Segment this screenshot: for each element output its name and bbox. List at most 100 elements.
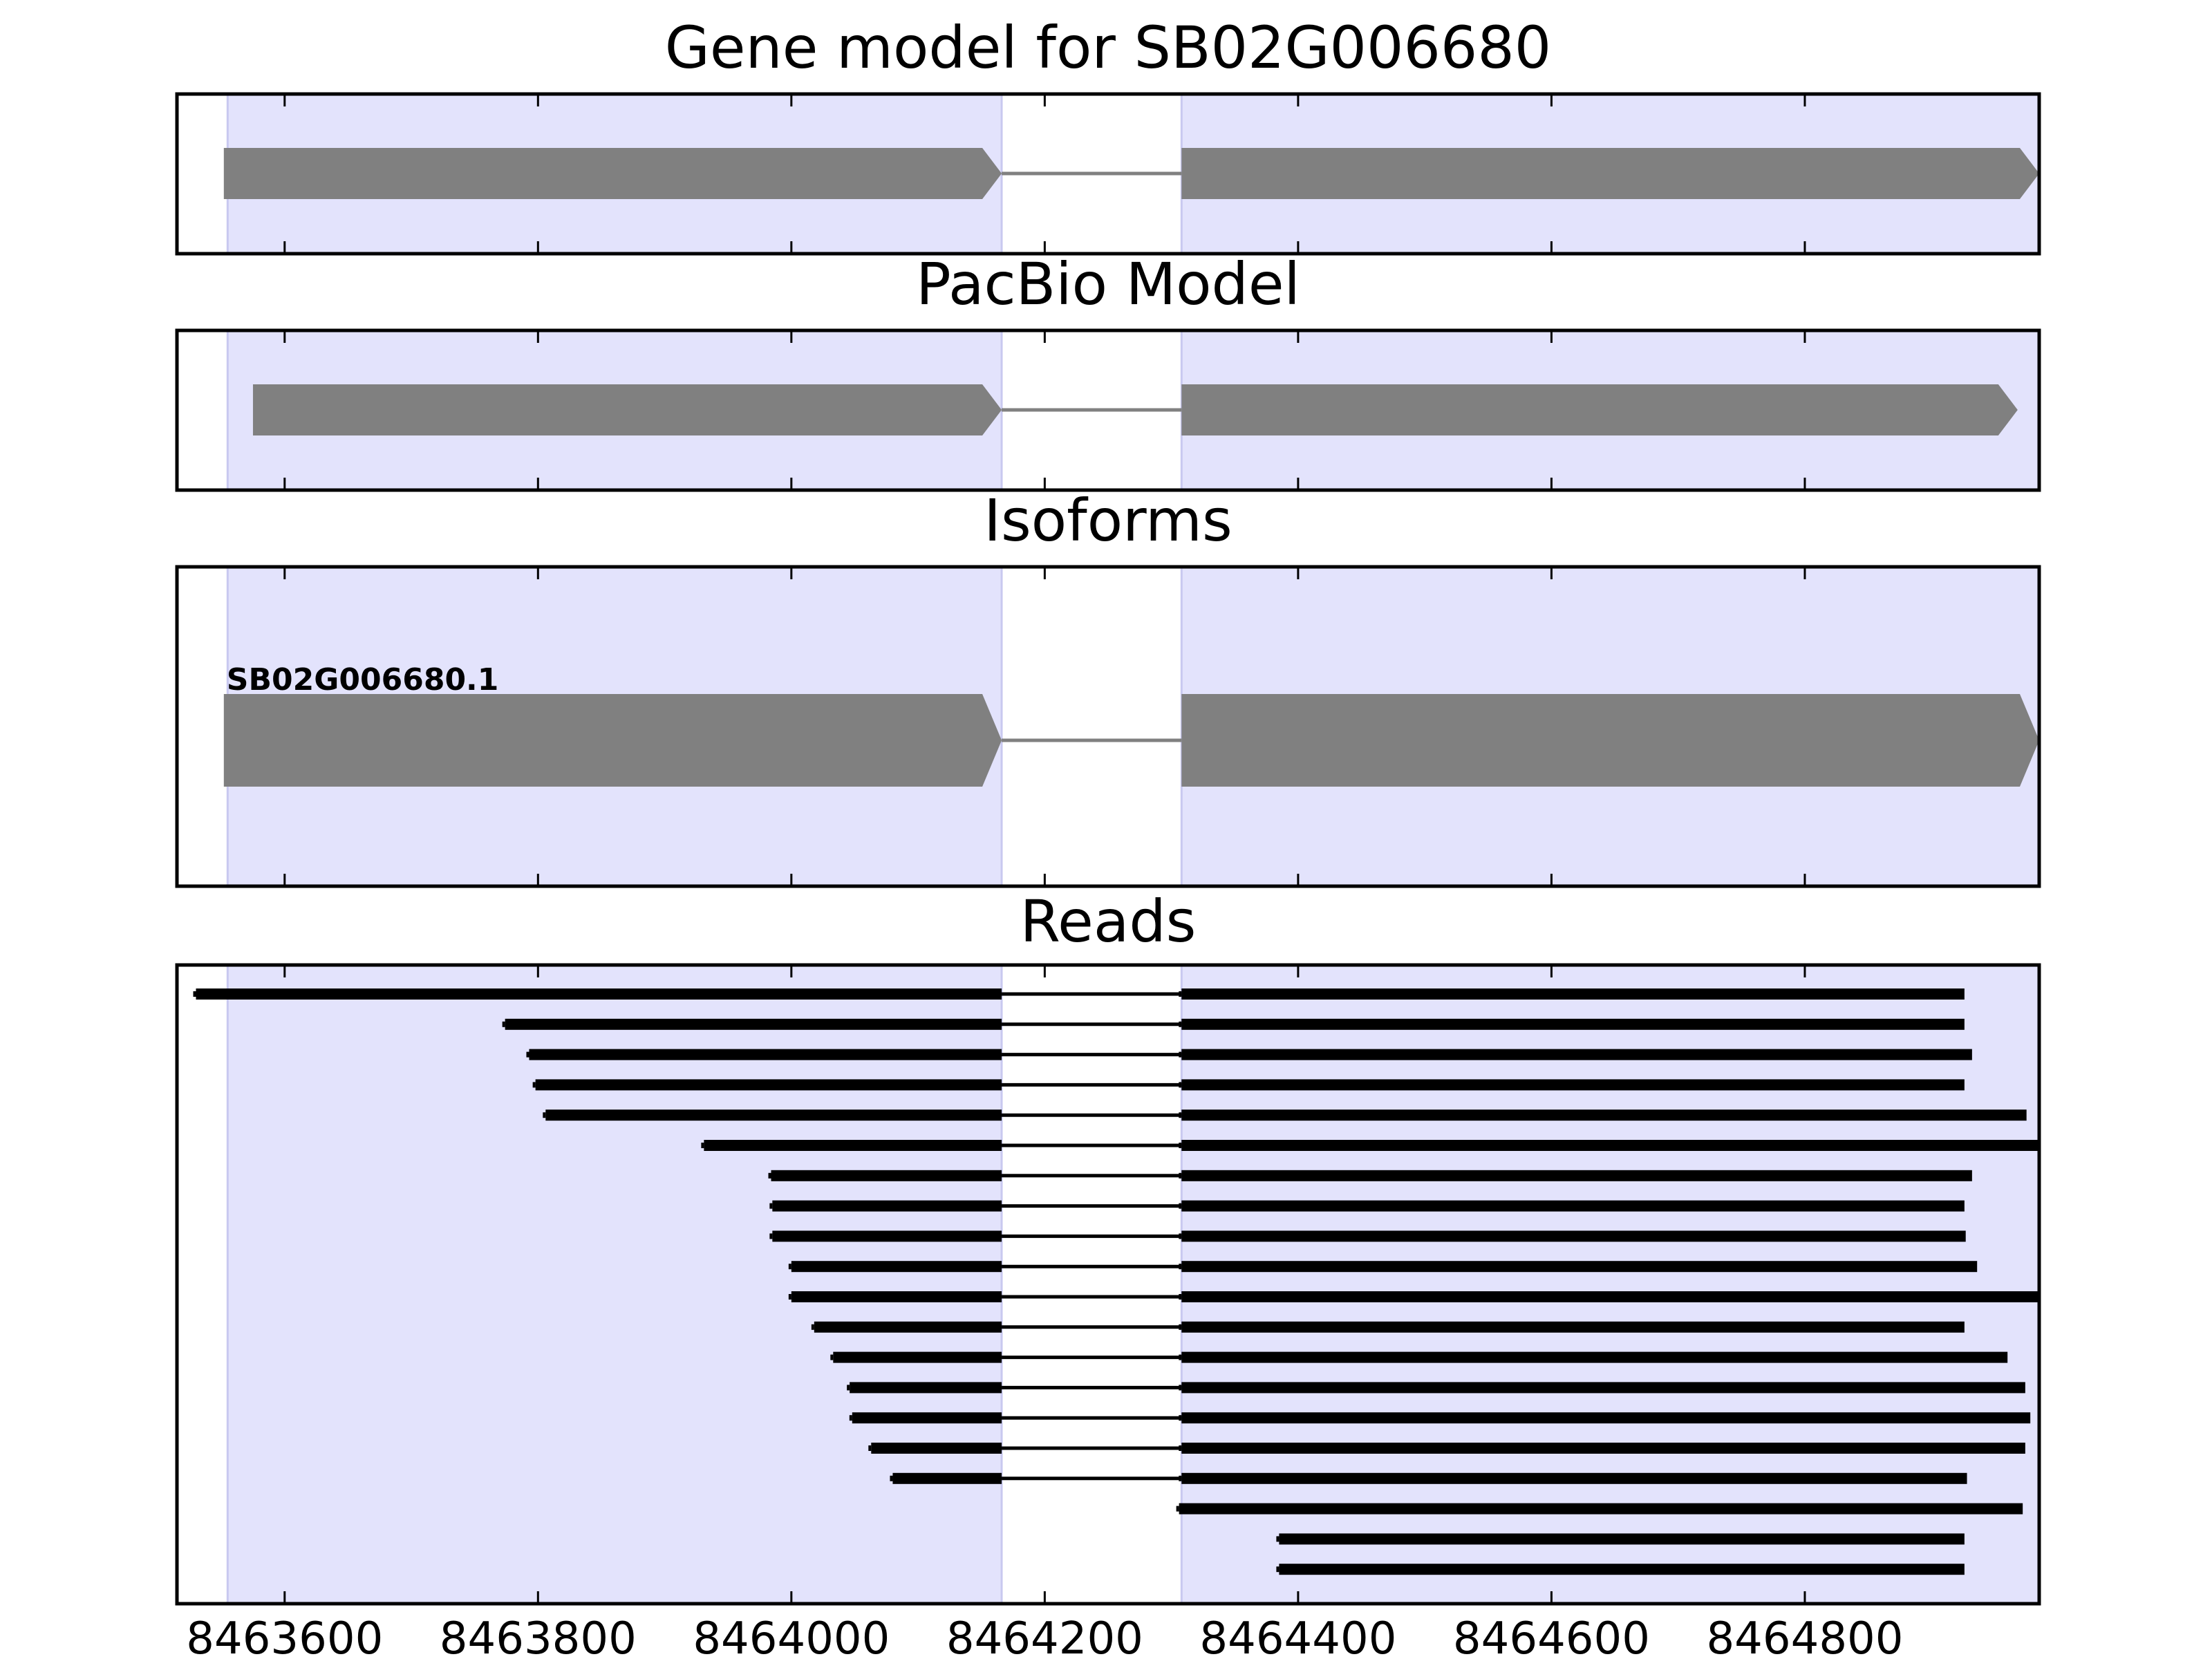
read-2-segment-1-end [502,1021,505,1027]
read-4-segment-1-end [532,1082,536,1088]
gene-model-panel: Gene model for SB02G006680 [175,14,2041,256]
read-17-segment-2 [1181,1472,1967,1484]
read-4-segment-1 [535,1079,1002,1091]
reads-exon-region-1 [226,964,1003,1605]
read-7-segment-2 [1181,1170,1972,1181]
read-9-segment-1-end [769,1233,773,1239]
read-9-segment-1 [772,1230,1002,1242]
isoform-1-exon-2 [1181,694,2039,787]
read-12-segment-2-end [1179,1324,1182,1330]
read-3-segment-1 [529,1049,1002,1060]
read-10-segment-1 [791,1261,1002,1273]
read-20-segment-1-end [1276,1566,1280,1573]
read-7-segment-2-end [1179,1172,1182,1179]
read-17-segment-2-end [1179,1475,1182,1481]
read-16-segment-1-end [868,1445,872,1451]
read-6-segment-2-end [1179,1143,1182,1148]
read-6 [701,1140,2038,1151]
isoforms-title: Isoforms [984,487,1232,554]
read-5-segment-1-end [543,1112,546,1118]
read-1-segment-1 [196,988,1002,1000]
read-12-segment-1 [814,1321,1002,1333]
read-15-segment-1 [852,1412,1002,1424]
read-14-segment-1 [850,1382,1002,1394]
read-15-segment-2 [1181,1412,2031,1424]
read-11 [788,1291,2039,1302]
read-5-segment-2-end [1179,1112,1182,1118]
read-8 [769,1200,1965,1212]
read-11-segment-1 [791,1291,1002,1302]
read-4-segment-2-end [1179,1082,1182,1088]
read-5-segment-1 [545,1109,1002,1121]
read-4-segment-2 [1181,1079,1965,1091]
read-11-segment-2 [1181,1291,2039,1302]
pacbio-model-exon-1 [252,384,1002,435]
read-12-segment-1-end [811,1324,814,1330]
read-12 [811,1321,1965,1333]
reads-frame [175,963,2041,1606]
isoforms-panel: Isoforms SB02G006680.1 [175,487,2041,888]
read-9 [769,1230,1966,1242]
read-14-segment-1-end [847,1385,850,1391]
read-10-segment-2-end [1179,1264,1182,1270]
read-16 [868,1443,2025,1454]
read-19-segment-1 [1279,1533,1965,1545]
reads-exon-region-2 [1180,964,2041,1605]
read-20-segment-1 [1279,1564,1965,1575]
isoforms-frame [175,565,2041,888]
read-18-segment-1-end [1176,1506,1179,1512]
read-14-segment-2 [1181,1382,2025,1394]
read-9-segment-2-end [1179,1233,1182,1239]
read-2-segment-1 [505,1018,1002,1030]
read-8-segment-2-end [1179,1203,1182,1209]
read-14 [847,1382,2025,1394]
read-7 [768,1170,1972,1181]
read-8-segment-1-end [769,1203,773,1209]
read-13-segment-2-end [1179,1354,1182,1360]
read-16-segment-1 [871,1443,1002,1454]
read-19-segment-1-end [1276,1536,1280,1542]
read-2 [502,1018,1965,1030]
read-10-segment-2 [1181,1261,1978,1273]
read-3-segment-2-end [1179,1051,1182,1058]
read-5 [543,1109,2027,1121]
read-7-segment-1-end [768,1172,771,1179]
gene-model-exon-2 [1181,148,2039,199]
x-tick-label: 8464600 [1453,1613,1650,1659]
read-1-segment-2-end [1179,991,1182,997]
reads-panel: Reads [175,888,2041,1606]
x-tick-label: 8464400 [1199,1613,1396,1659]
read-3-segment-2 [1181,1049,1972,1060]
read-13-segment-1-end [830,1354,834,1360]
read-2-segment-2-end [1179,1021,1182,1027]
read-17 [890,1472,1967,1484]
read-18 [1176,1503,2023,1515]
read-6-segment-1-end [701,1143,704,1148]
read-8-segment-2 [1181,1200,1965,1212]
read-18-segment-1 [1179,1503,2023,1515]
read-13-segment-1 [833,1351,1002,1363]
read-1 [193,988,1965,1000]
read-6-segment-2 [1181,1140,2038,1151]
read-16-segment-2-end [1179,1445,1182,1451]
read-11-segment-1-end [788,1294,791,1300]
read-16-segment-2 [1181,1443,2025,1454]
read-6-segment-1 [704,1140,1002,1151]
read-4 [532,1079,1965,1091]
read-13-segment-2 [1181,1351,2008,1363]
read-8-segment-1 [772,1200,1002,1212]
x-tick-label: 8463800 [440,1613,637,1659]
read-10 [788,1261,1978,1273]
read-1-segment-1-end [193,991,196,997]
read-10-segment-1-end [788,1264,791,1270]
gene-model-title: Gene model for SB02G006680 [665,14,1551,82]
read-15 [849,1412,2031,1424]
read-19 [1276,1533,1965,1545]
gene-model-frame [175,92,2041,256]
read-3-segment-1-end [526,1051,529,1058]
read-2-segment-2 [1181,1018,1965,1030]
pacbio-model-frame [175,328,2041,492]
x-tick-label: 8464200 [946,1613,1143,1659]
pacbio-model-panel: PacBio Model [175,250,2041,492]
